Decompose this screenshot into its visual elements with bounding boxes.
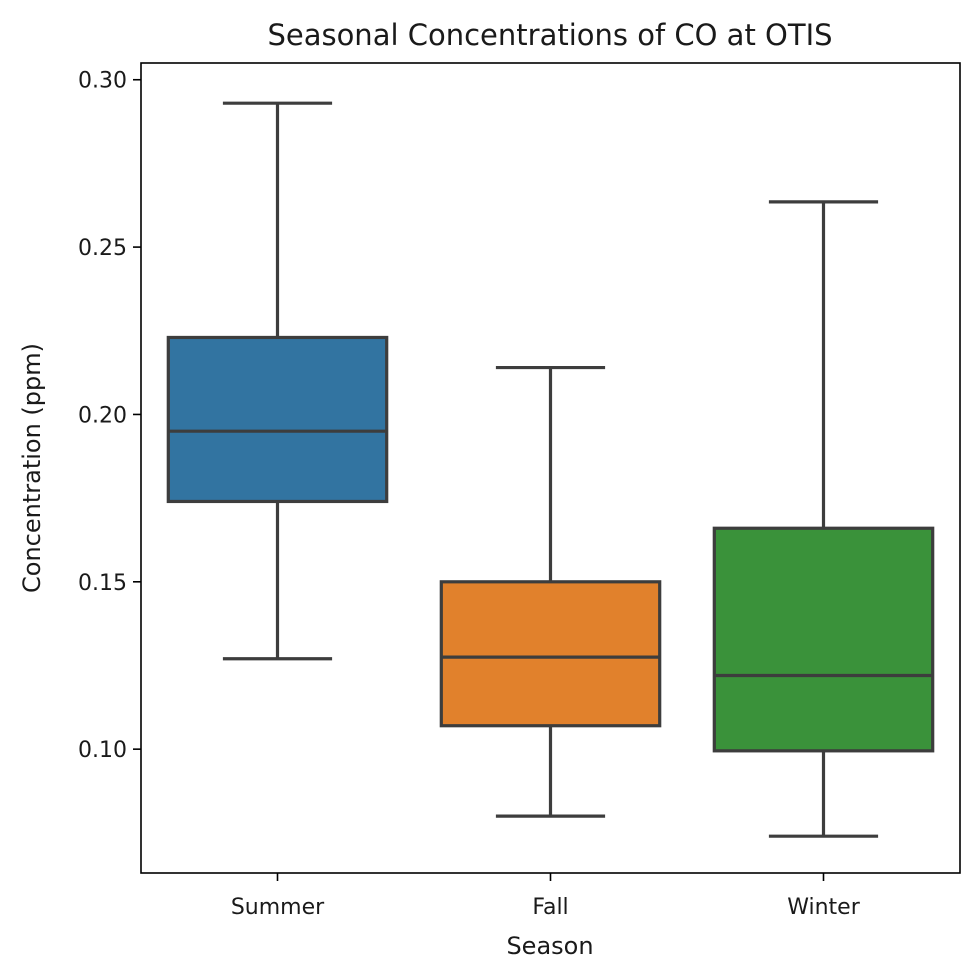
x-tick-label: Winter xyxy=(787,895,860,920)
box-summer xyxy=(166,101,389,661)
y-axis-label: Concentration (ppm) xyxy=(18,343,46,593)
box-iqr xyxy=(439,580,662,728)
chart-title: Seasonal Concentrations of CO at OTIS xyxy=(267,18,832,52)
y-tick-label: 0.30 xyxy=(78,69,127,94)
box-iqr xyxy=(712,526,935,753)
y-tick-label: 0.15 xyxy=(78,571,127,596)
x-axis: Summer Fall Winter xyxy=(231,873,861,920)
box-fall xyxy=(439,365,662,818)
y-tick-label: 0.25 xyxy=(78,236,127,261)
y-tick-label: 0.10 xyxy=(78,738,127,763)
y-axis: 0.10 0.15 0.20 0.25 0.30 xyxy=(78,69,141,763)
box-iqr xyxy=(166,335,389,504)
x-tick-label: Fall xyxy=(532,895,568,920)
box-winter xyxy=(712,200,935,838)
x-tick-label: Summer xyxy=(231,895,325,920)
plot-area xyxy=(166,101,935,838)
y-tick-label: 0.20 xyxy=(78,403,127,428)
x-axis-label: Season xyxy=(506,932,593,960)
